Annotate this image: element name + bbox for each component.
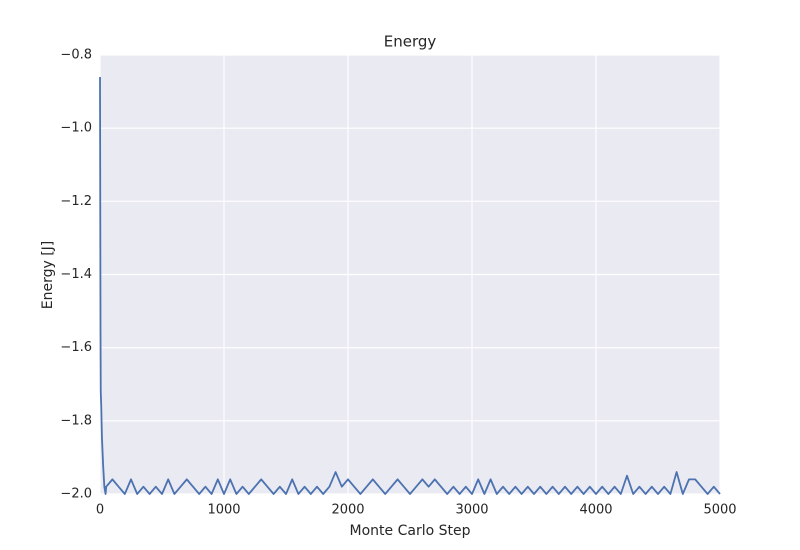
x-tick-label: 4000 (579, 503, 612, 518)
y-tick-label: −1.2 (60, 194, 92, 209)
y-tick-label: −2.0 (60, 487, 92, 502)
y-tick-label: −1.0 (60, 121, 92, 136)
chart-title: Energy (384, 33, 437, 51)
y-tick-label: −1.4 (60, 267, 92, 282)
y-tick-label: −1.6 (60, 340, 92, 355)
y-tick-label: −0.8 (60, 48, 92, 63)
x-tick-label: 5000 (703, 503, 736, 518)
x-axis-label: Monte Carlo Step (350, 523, 471, 539)
y-axis-label: Energy [J] (40, 241, 56, 310)
x-tick-label: 2000 (331, 503, 364, 518)
x-tick-label: 0 (96, 503, 104, 518)
x-tick-label: 3000 (455, 503, 488, 518)
x-tick-label: 1000 (207, 503, 240, 518)
data-line (99, 76, 721, 495)
y-tick-label: −1.8 (60, 413, 92, 428)
